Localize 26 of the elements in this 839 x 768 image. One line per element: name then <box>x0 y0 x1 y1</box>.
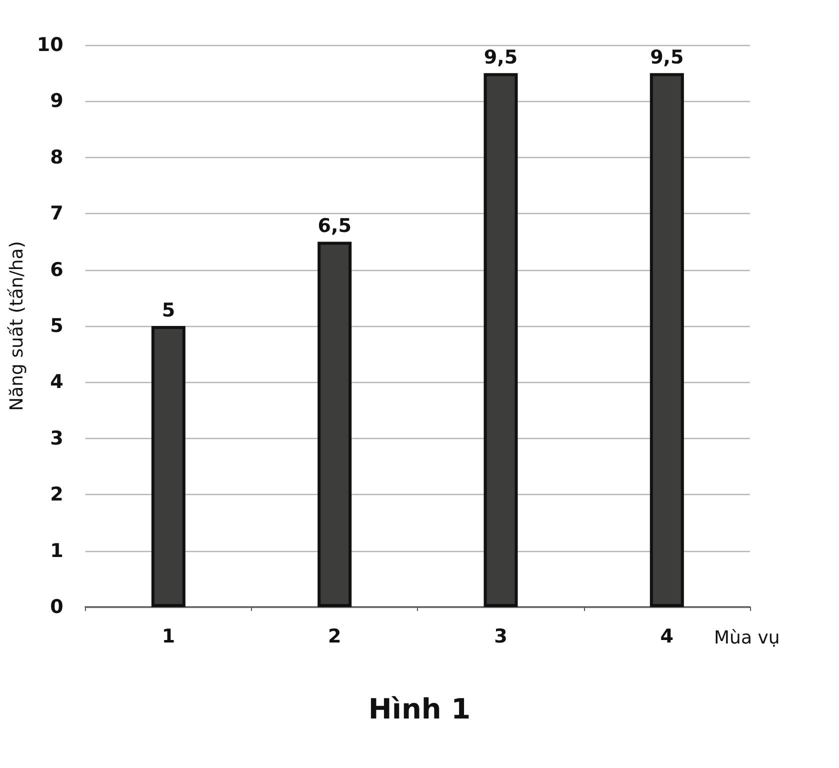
x-tick-label: 4 <box>660 626 674 648</box>
x-tick-label: 1 <box>162 626 176 648</box>
y-tick-label: 2 <box>50 484 64 506</box>
data-label: 9,5 <box>650 46 684 69</box>
y-tick-label: 6 <box>50 258 64 281</box>
y-tick-label: 10 <box>36 34 64 56</box>
y-tick-label: 3 <box>50 427 64 450</box>
y-axis-title: Năng suất (tấn/ha) <box>6 241 28 411</box>
y-tick-label: 4 <box>50 371 64 394</box>
bar <box>650 73 684 607</box>
y-tick-label: 9 <box>50 90 64 112</box>
text: Hình 1 <box>368 692 471 726</box>
x-tick-label: 2 <box>328 626 342 648</box>
y-tick-label: 8 <box>50 146 64 168</box>
data-label: 5 <box>162 300 176 322</box>
y-tick-label: 5 <box>50 315 64 337</box>
data-label: 9,5 <box>484 46 518 69</box>
y-tick-label: 7 <box>50 202 64 225</box>
bar <box>151 326 186 607</box>
y-tick-label: 1 <box>50 540 64 562</box>
x-axis-title: Mùa vụ <box>714 628 780 648</box>
y-tick-label: 0 <box>50 596 64 618</box>
bar <box>484 73 518 607</box>
bar <box>318 242 352 607</box>
x-tick-label: 3 <box>494 626 508 648</box>
data-label: 6,5 <box>318 215 352 238</box>
